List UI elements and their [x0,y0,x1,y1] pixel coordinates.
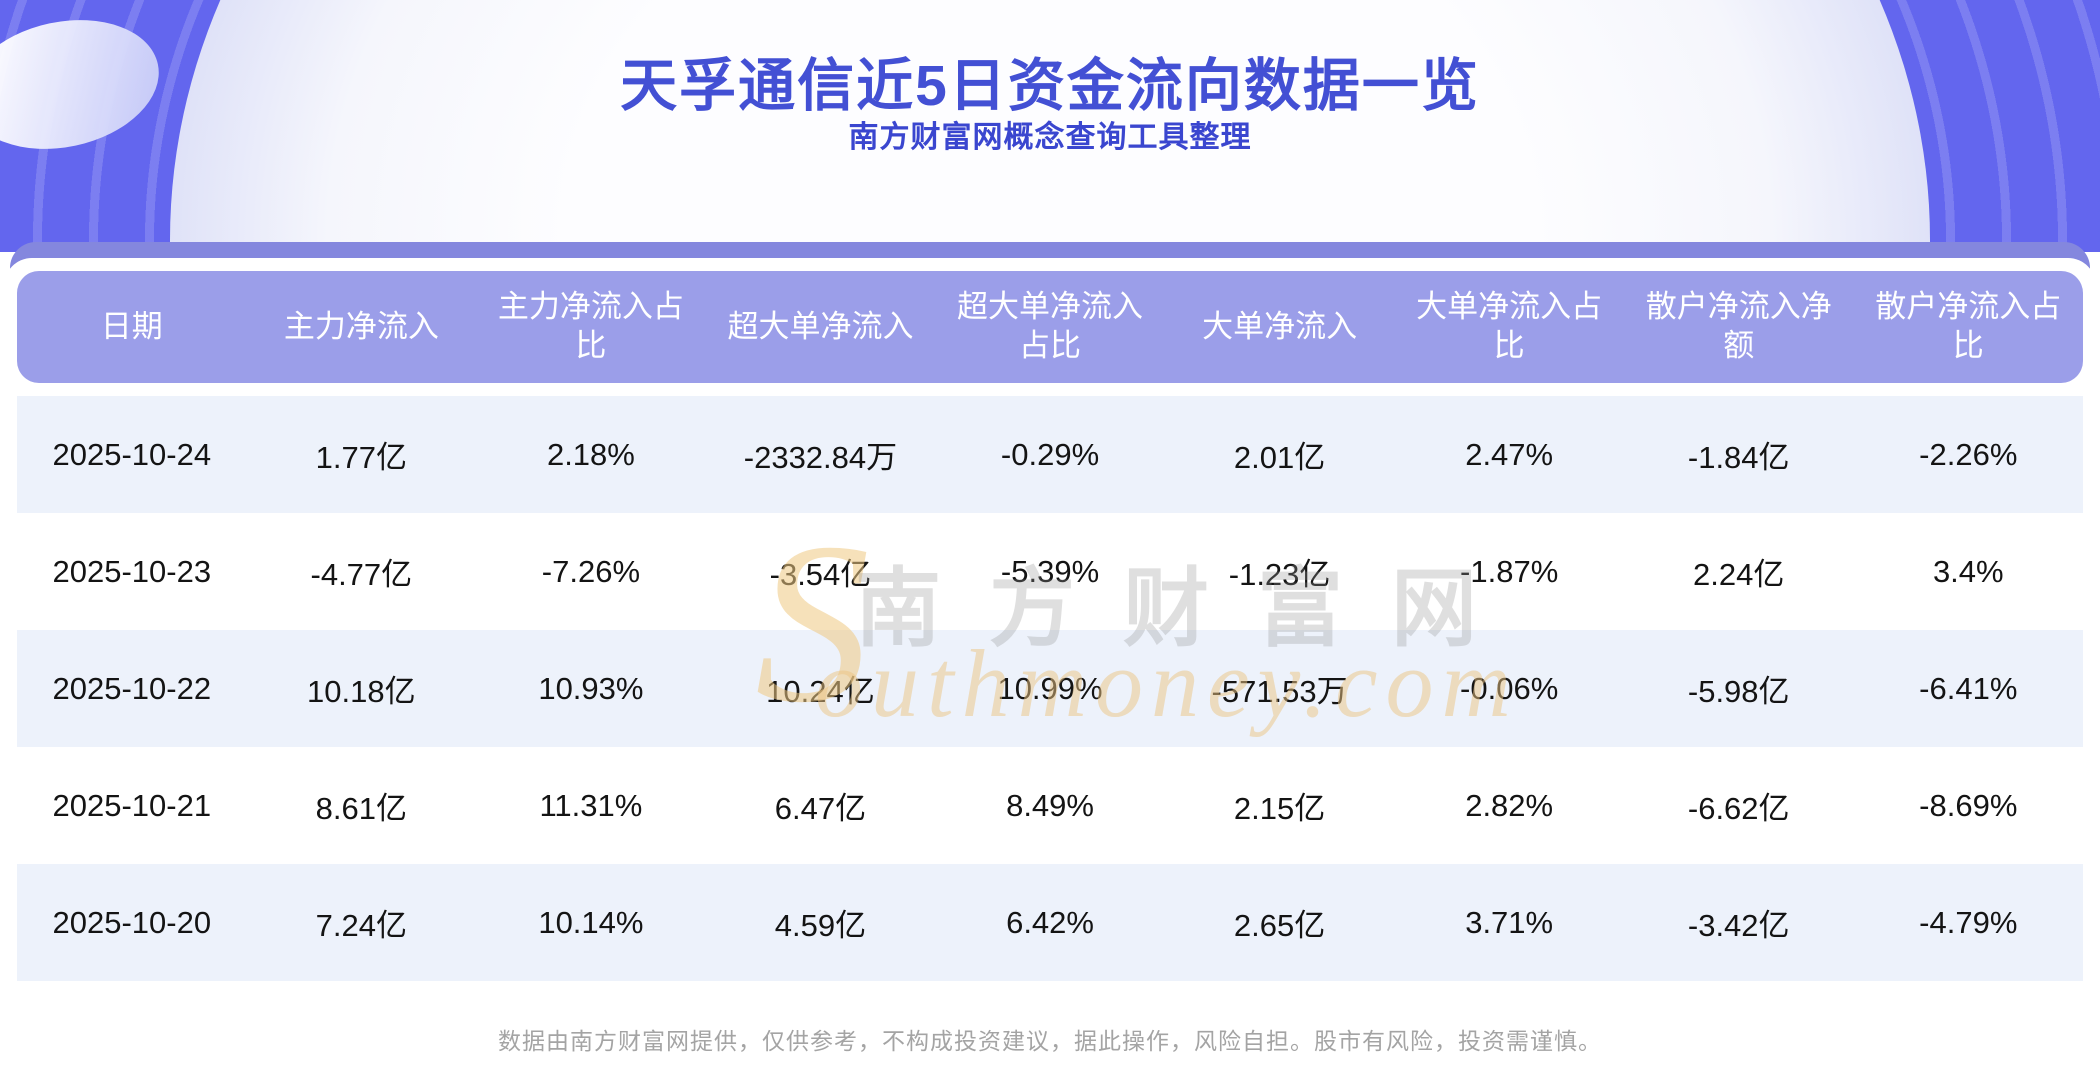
cell-xlarge-inflow-pct: -5.39% [1000,553,1100,589]
table-row: 2025-10-20 7.24亿 10.14% 4.59亿 6.42% 2.65… [17,864,2083,981]
column-header-retail-inflow: 散户净流入净额 [1645,289,1832,363]
cell-xlarge-inflow: -2332.84万 [743,440,898,475]
table-body: 2025-10-24 1.77亿 2.18% -2332.84万 -0.29% … [4,396,2096,981]
cell-large-inflow-pct: 3.71% [1465,904,1554,940]
cell-large-inflow: -1.23亿 [1228,557,1331,592]
cell-xlarge-inflow: 10.24亿 [766,674,875,709]
cell-main-inflow-pct: 10.14% [538,904,644,940]
cell-main-inflow-pct: -7.26% [541,553,641,589]
cell-large-inflow: -571.53万 [1211,674,1348,709]
column-header-xlarge-inflow-pct: 超大单净流入占比 [957,289,1144,363]
cell-xlarge-inflow: 6.47亿 [774,791,867,826]
cell-large-inflow: 2.15亿 [1233,791,1326,826]
cell-retail-inflow: -6.62亿 [1687,791,1790,826]
cell-large-inflow-pct: -0.06% [1460,670,1559,706]
cell-main-inflow: 1.77亿 [315,440,408,475]
cell-retail-inflow: -3.42亿 [1687,908,1790,943]
table-row: 2025-10-23 -4.77亿 -7.26% -3.54亿 -5.39% -… [17,513,2083,630]
page-title: 天孚通信近5日资金流向数据一览 [620,54,1480,118]
table-row: 2025-10-22 10.18亿 10.93% 10.24亿 10.99% -… [17,630,2083,747]
cell-large-inflow: 2.65亿 [1233,908,1326,943]
cell-main-inflow-pct: 2.18% [546,436,635,472]
column-header-retail-inflow-pct: 散户净流入占比 [1875,289,2062,363]
cell-retail-inflow-pct: -8.69% [1919,787,2018,823]
cell-xlarge-inflow-pct: 10.99% [997,670,1103,706]
table-header-row: 日期 主力净流入 主力净流入占比 超大单净流入 超大单净流入占比 大单净流入 大… [17,271,2083,383]
cell-retail-inflow-pct: -4.79% [1919,904,2018,940]
cell-date: 2025-10-22 [52,670,212,706]
cell-xlarge-inflow-pct: 8.49% [1006,787,1094,823]
cell-xlarge-inflow: -3.54亿 [769,557,872,592]
cell-main-inflow-pct: 10.93% [538,670,644,706]
cell-large-inflow: 2.01亿 [1233,440,1326,475]
cell-xlarge-inflow: 4.59亿 [774,908,867,943]
cell-xlarge-inflow-pct: -0.29% [1000,436,1100,472]
cell-main-inflow: -4.77亿 [310,557,413,592]
cell-main-inflow: 8.61亿 [315,791,408,826]
cell-large-inflow-pct: -1.87% [1460,553,1559,589]
cell-date: 2025-10-24 [52,436,212,472]
page-subtitle: 南方财富网概念查询工具整理 [848,121,1252,154]
cell-retail-inflow-pct: -2.26% [1919,436,2018,472]
cell-retail-inflow: 2.24亿 [1693,557,1785,592]
cell-large-inflow-pct: 2.82% [1465,787,1554,823]
column-header-date: 日期 [100,308,163,344]
cell-large-inflow-pct: 2.47% [1465,436,1554,472]
cell-xlarge-inflow-pct: 6.42% [1006,904,1094,940]
cell-date: 2025-10-20 [52,904,212,940]
cell-retail-inflow-pct: 3.4% [1932,553,2004,589]
data-table-card: 日期 主力净流入 主力净流入占比 超大单净流入 超大单净流入占比 大单净流入 大… [4,258,2096,985]
column-header-main-inflow: 主力净流入 [283,308,439,344]
cell-main-inflow: 7.24亿 [315,908,408,943]
column-header-main-inflow-pct: 主力净流入占比 [497,289,684,363]
cell-date: 2025-10-21 [52,787,212,823]
cell-date: 2025-10-23 [52,553,212,589]
disclaimer-text: 数据由南方财富网提供，仅供参考，不构成投资建议，据此操作，风险自担。股市有风险，… [498,1028,1602,1054]
banner-white-blob [170,0,1930,252]
column-header-xlarge-inflow: 超大单净流入 [727,308,914,344]
cell-retail-inflow-pct: -6.41% [1919,670,2018,706]
cell-main-inflow-pct: 11.31% [539,787,643,823]
cell-retail-inflow: -5.98亿 [1687,674,1790,709]
table-row: 2025-10-21 8.61亿 11.31% 6.47亿 8.49% 2.15… [17,747,2083,864]
table-row: 2025-10-24 1.77亿 2.18% -2332.84万 -0.29% … [17,396,2083,513]
cell-retail-inflow: -1.84亿 [1687,440,1790,475]
column-header-large-inflow: 大单净流入 [1202,308,1358,344]
column-header-large-inflow-pct: 大单净流入占比 [1416,289,1603,363]
cell-main-inflow: 10.18亿 [307,674,416,709]
header-banner: 天孚通信近5日资金流向数据一览 南方财富网概念查询工具整理 [0,0,2100,252]
